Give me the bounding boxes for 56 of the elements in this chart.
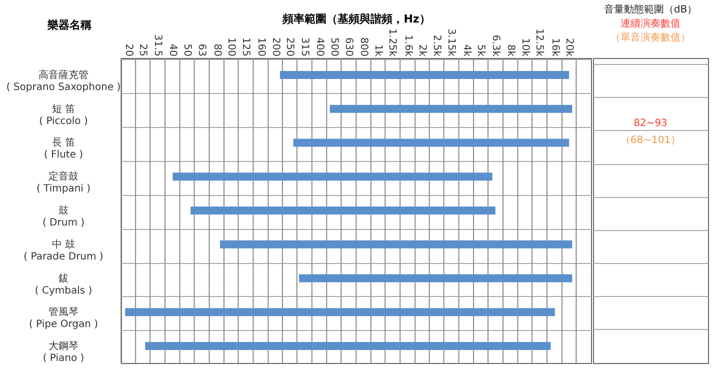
x-tick-label: 2k [416, 44, 428, 57]
x-tick-label: 1.25k [386, 28, 398, 57]
x-tick-label: 16k [549, 38, 560, 57]
y-tick-label: 鼓 ( Drum ) [42, 204, 85, 228]
y-tick-label: 高音薩克管 ( Soprano Saxophone ) [6, 68, 121, 93]
x-tick-label: 50 [181, 44, 192, 56]
x-tick-label: 630 [343, 37, 354, 56]
bar [190, 206, 496, 214]
x-tick-label: 250 [284, 37, 296, 56]
bar [293, 138, 570, 147]
y-tick-label: 中 鼓 ( Parade Drum ) [24, 238, 104, 262]
x-tick-label: 1.6k [402, 34, 414, 57]
x-tick-label: 80 [211, 44, 222, 56]
x-tick-label: 25 [137, 44, 148, 56]
x-tick-label: 12.5k [534, 28, 545, 57]
x-tick-label: 100 [226, 37, 237, 56]
bar [145, 342, 551, 350]
x-tick-label: 5k [475, 44, 486, 57]
x-tick-label: 500 [328, 37, 340, 56]
bar [280, 70, 570, 79]
x-tick-label: 20 [122, 44, 134, 56]
x-axis-title: 頻率範圍（基頻與諧頻，Hz） [282, 12, 430, 26]
x-tick-label: 1k [372, 44, 384, 57]
text: 音量動態範圍（dB） [604, 4, 698, 16]
y-tick-label: 管風琴 ( Pipe Organ ) [28, 307, 98, 330]
x-tick-label: 160 [256, 37, 267, 56]
y-axis-title: 樂器名稱 [46, 18, 92, 32]
x-tick-label: 63 [196, 44, 208, 56]
x-tick-label: 6.3k [490, 34, 501, 57]
y-tick-label: 短 笛 ( Piccolo ) [39, 102, 88, 127]
x-tick-label: 400 [314, 37, 326, 56]
y-tick-label: 鈸 ( Cymbals ) [34, 273, 92, 296]
x-tick-label: 20k [564, 38, 575, 57]
y-tick-label: 定音鼓 ( Timpani ) [36, 170, 91, 195]
x-tick-label: 8k [505, 44, 516, 57]
x-tick-label: 3.15k [446, 28, 457, 57]
x-tick-label: 4k [460, 44, 472, 57]
bar [125, 308, 555, 316]
x-tick-label: 10k [519, 38, 530, 57]
bar [330, 104, 572, 113]
x-tick-label: 31.5 [152, 34, 163, 56]
x-tick-label: 2.5k [430, 34, 442, 57]
y-tick-label: 大鋼琴 ( Piano ) [42, 340, 84, 364]
x-tick-label: 40 [167, 44, 178, 56]
x-tick-label: 125 [240, 37, 251, 56]
text: （68~101） [620, 134, 681, 146]
text: 82~93 [634, 118, 668, 129]
x-tick-label: 800 [358, 37, 370, 56]
bar [172, 172, 492, 181]
y-tick-label: 長 笛 ( Flute ) [44, 136, 84, 161]
bar [299, 274, 572, 282]
bar [220, 240, 572, 248]
text: （單音演奏數值） [610, 32, 690, 44]
x-tick-label: 315 [298, 37, 310, 56]
x-tick-label: 200 [270, 37, 281, 56]
text: 連續演奏數值 [620, 18, 680, 30]
